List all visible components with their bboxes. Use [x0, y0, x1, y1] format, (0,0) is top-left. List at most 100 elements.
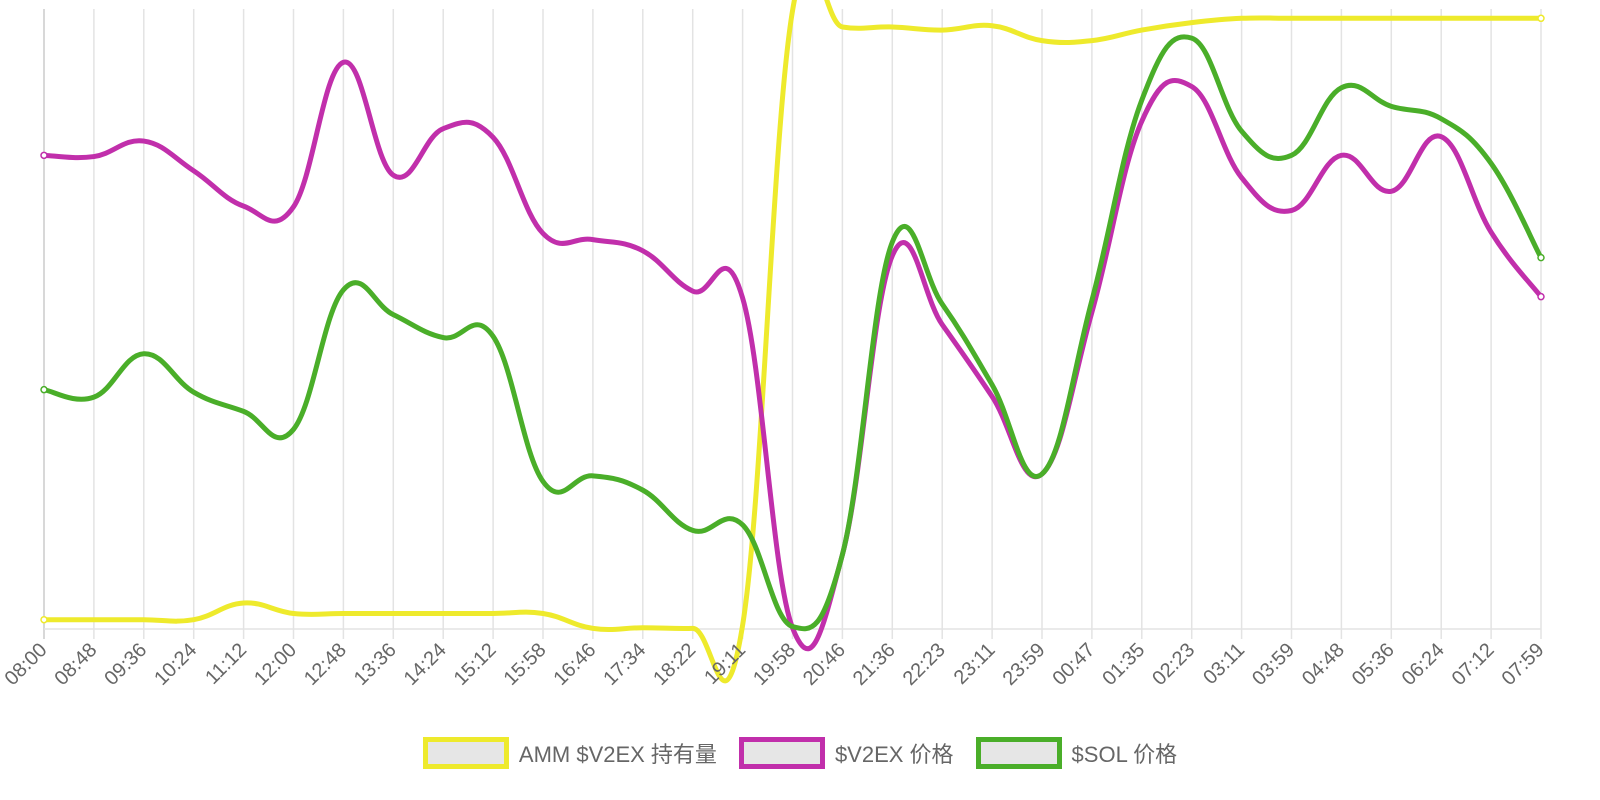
data-point[interactable] — [441, 611, 445, 615]
data-point[interactable] — [441, 126, 445, 130]
data-point[interactable] — [591, 626, 595, 630]
data-point[interactable] — [691, 626, 695, 630]
data-point[interactable] — [1339, 16, 1343, 20]
data-point[interactable] — [1090, 298, 1094, 302]
data-point[interactable] — [740, 296, 744, 300]
x-tick-label: 23:11 — [950, 639, 1000, 689]
data-point[interactable] — [491, 334, 495, 338]
data-point[interactable] — [291, 611, 295, 615]
data-point[interactable] — [940, 28, 944, 32]
data-point[interactable] — [1239, 16, 1243, 20]
data-point[interactable] — [1090, 38, 1094, 42]
data-point[interactable] — [641, 249, 645, 253]
data-point[interactable] — [341, 611, 345, 615]
data-point[interactable] — [591, 474, 595, 478]
data-point[interactable] — [691, 528, 695, 532]
data-point[interactable] — [1289, 208, 1293, 212]
data-point[interactable] — [41, 617, 47, 623]
data-point[interactable] — [142, 139, 146, 143]
data-point[interactable] — [940, 302, 944, 306]
legend-item-sol-price[interactable]: $SOL 价格 — [976, 737, 1178, 769]
data-point[interactable] — [1489, 16, 1493, 20]
data-point[interactable] — [1140, 28, 1144, 32]
grid — [44, 9, 1541, 639]
data-point[interactable] — [1489, 230, 1493, 234]
data-point[interactable] — [1239, 175, 1243, 179]
data-point[interactable] — [740, 523, 744, 527]
data-point[interactable] — [641, 488, 645, 492]
data-point[interactable] — [541, 231, 545, 235]
data-point[interactable] — [491, 611, 495, 615]
data-point[interactable] — [890, 25, 894, 29]
data-point[interactable] — [740, 623, 744, 627]
data-point[interactable] — [1040, 38, 1044, 42]
data-point[interactable] — [940, 322, 944, 326]
data-point[interactable] — [92, 618, 96, 622]
data-point[interactable] — [391, 611, 395, 615]
data-point[interactable] — [1190, 84, 1194, 88]
data-point[interactable] — [1439, 135, 1443, 139]
data-point[interactable] — [291, 427, 295, 431]
data-point[interactable] — [840, 25, 844, 29]
data-point[interactable] — [391, 173, 395, 177]
data-point[interactable] — [1389, 189, 1393, 193]
data-point[interactable] — [691, 289, 695, 293]
data-point[interactable] — [192, 618, 196, 622]
data-point[interactable] — [1140, 98, 1144, 102]
data-point[interactable] — [92, 154, 96, 158]
data-point[interactable] — [192, 390, 196, 394]
data-point[interactable] — [1439, 16, 1443, 20]
data-point[interactable] — [1339, 86, 1343, 90]
data-point[interactable] — [1339, 153, 1343, 157]
x-tick-label: 03:59 — [1248, 639, 1299, 690]
data-point[interactable] — [1190, 20, 1194, 24]
data-point[interactable] — [541, 611, 545, 615]
legend-item-amm-holdings[interactable]: AMM $V2EX 持有量 — [423, 737, 717, 769]
data-point[interactable] — [1489, 161, 1493, 165]
x-tick-label: 00:47 — [1048, 639, 1099, 690]
data-point[interactable] — [241, 204, 245, 208]
data-point[interactable] — [1389, 104, 1393, 108]
data-point[interactable] — [591, 237, 595, 241]
data-point[interactable] — [441, 335, 445, 339]
data-point[interactable] — [1538, 15, 1544, 21]
data-point[interactable] — [142, 352, 146, 356]
x-tick-label: 06:24 — [1398, 639, 1449, 690]
data-point[interactable] — [341, 60, 345, 64]
data-point[interactable] — [1389, 16, 1393, 20]
data-point[interactable] — [391, 312, 395, 316]
data-point[interactable] — [1190, 36, 1194, 40]
data-point[interactable] — [1289, 16, 1293, 20]
data-point[interactable] — [1538, 294, 1544, 300]
data-point[interactable] — [990, 383, 994, 387]
data-point[interactable] — [192, 169, 196, 173]
data-point[interactable] — [41, 387, 47, 393]
x-axis-tick-labels: 08:0008:4809:3610:24 11:1212:0012:4813:36… — [1, 639, 1549, 690]
data-point[interactable] — [641, 626, 645, 630]
data-point[interactable] — [341, 288, 345, 292]
data-point[interactable] — [241, 601, 245, 605]
legend-item-v2ex-price[interactable]: $V2EX 价格 — [739, 737, 954, 769]
data-point[interactable] — [491, 135, 495, 139]
data-point[interactable] — [790, 624, 794, 628]
data-point[interactable] — [1439, 117, 1443, 121]
data-point[interactable] — [840, 552, 844, 556]
data-point[interactable] — [92, 395, 96, 399]
data-point[interactable] — [1538, 255, 1544, 261]
data-point[interactable] — [790, 9, 794, 13]
data-point[interactable] — [890, 240, 894, 244]
x-tick-label: 10:24 — [150, 639, 201, 690]
data-point[interactable] — [41, 152, 47, 158]
data-point[interactable] — [241, 409, 245, 413]
data-point[interactable] — [541, 479, 545, 483]
data-point[interactable] — [142, 618, 146, 622]
data-point[interactable] — [1289, 153, 1293, 157]
data-point[interactable] — [291, 205, 295, 209]
data-point[interactable] — [990, 394, 994, 398]
data-point[interactable] — [990, 24, 994, 28]
data-point[interactable] — [1040, 472, 1044, 476]
x-tick-label: 12:00 — [250, 639, 301, 690]
data-point[interactable] — [1140, 119, 1144, 123]
data-point[interactable] — [1239, 129, 1243, 133]
